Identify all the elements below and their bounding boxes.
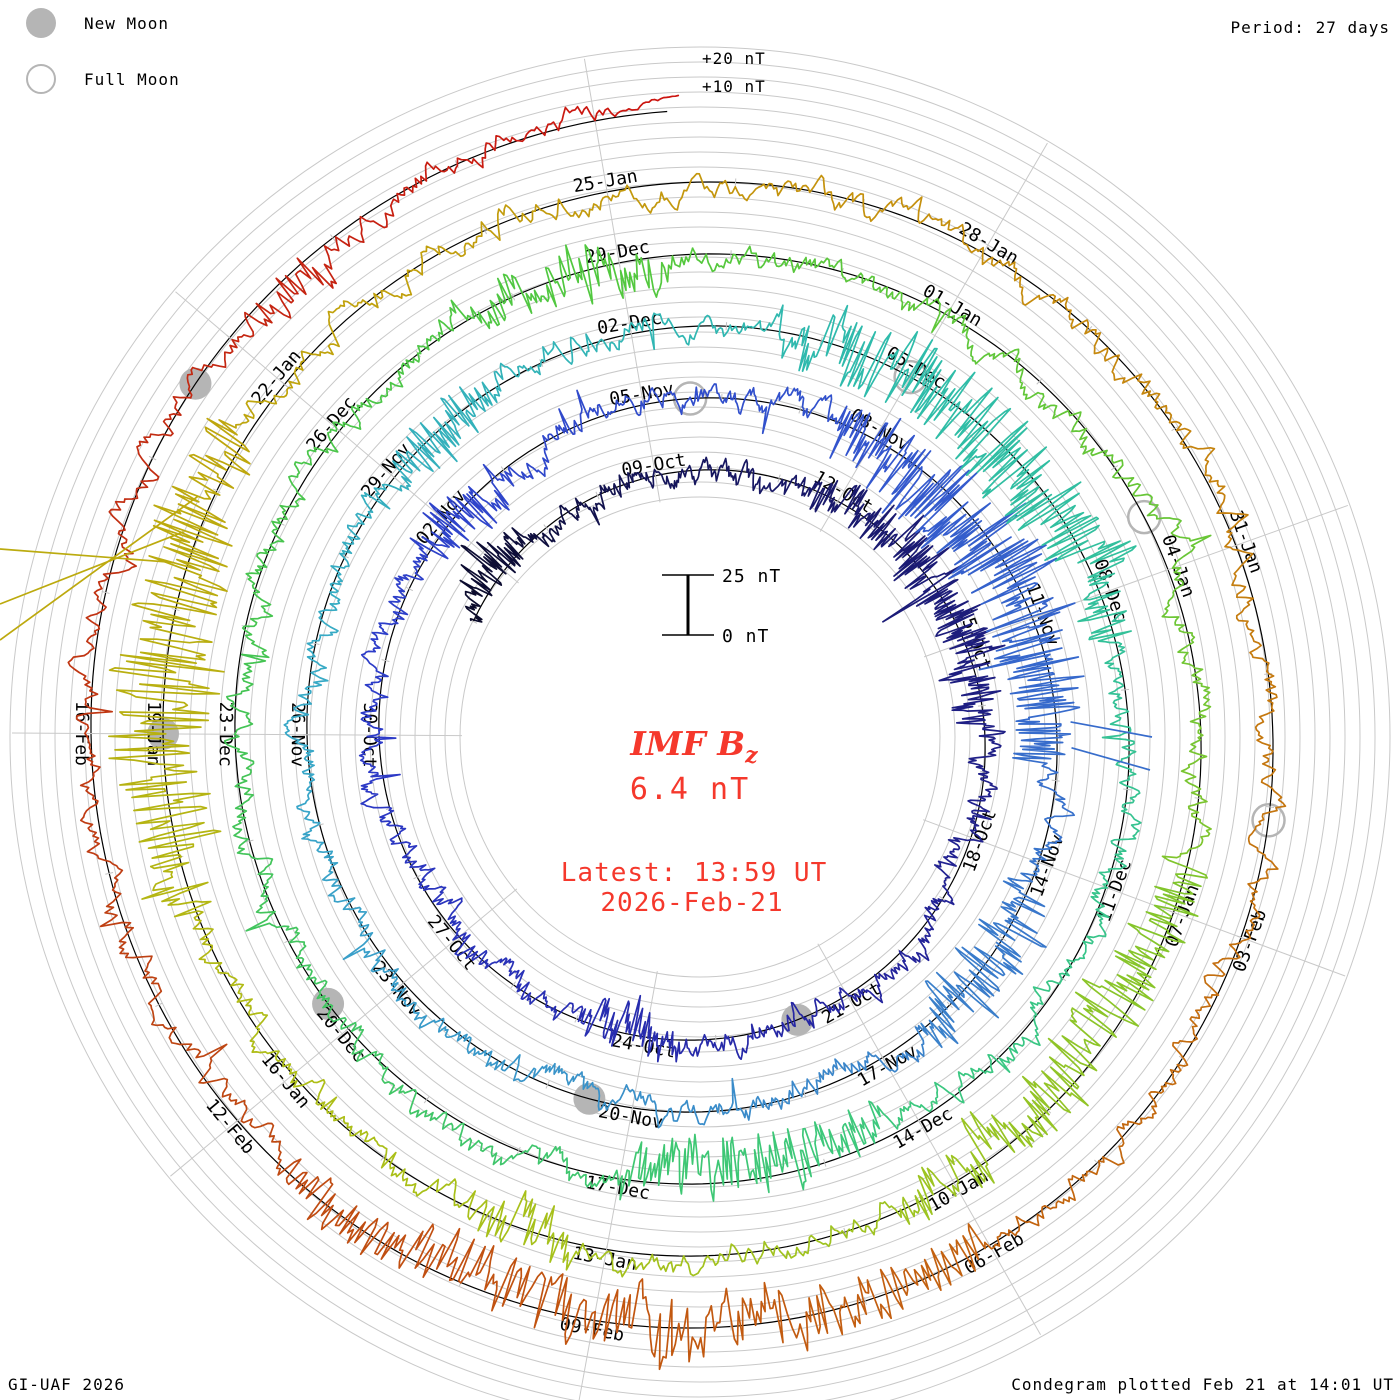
scale-bar-bottom-label: 0 nT xyxy=(722,626,769,647)
date-label: 12-Feb xyxy=(201,1095,259,1158)
date-label: 04-Jan xyxy=(1157,532,1199,600)
plus10-nt-label: +10 nT xyxy=(702,77,766,96)
date-label: 23-Dec xyxy=(215,702,236,767)
scale-bar: 25 nT 0 nT xyxy=(662,566,781,647)
latest-time-line1: Latest: 13:59 UT xyxy=(560,858,828,888)
credit-label: GI-UAF 2026 xyxy=(8,1375,125,1394)
date-label: 21-Oct xyxy=(818,978,885,1028)
latest-value: 6.4 nT xyxy=(629,772,751,807)
new-moon-icon xyxy=(26,8,56,38)
new-moon-label: New Moon xyxy=(84,13,170,33)
full-moon-label: Full Moon xyxy=(84,69,180,89)
date-label: 23-Nov xyxy=(367,957,425,1020)
plotted-timestamp: Condegram plotted Feb 21 at 14:01 UT xyxy=(1011,1375,1394,1394)
moon-legend: New Moon Full Moon xyxy=(26,6,180,118)
scale-bar-top-label: 25 nT xyxy=(722,566,781,587)
legend-full-moon: Full Moon xyxy=(26,62,180,96)
plus20-nt-label: +20 nT xyxy=(702,49,766,68)
date-label: 17-Nov xyxy=(854,1041,921,1091)
date-label: 20-Nov xyxy=(597,1101,665,1133)
bz-data-spiral xyxy=(0,94,1287,1371)
legend-new-moon: New Moon xyxy=(26,6,180,40)
period-label: Period: 27 days xyxy=(1230,18,1390,37)
date-label: 31-Jan xyxy=(1225,508,1267,576)
chart-title: IMF Bz xyxy=(630,724,758,769)
date-label: 26-Dec xyxy=(302,392,360,455)
latest-time-line2: 2026-Feb-21 xyxy=(600,888,784,918)
full-moon-icon xyxy=(26,64,56,94)
